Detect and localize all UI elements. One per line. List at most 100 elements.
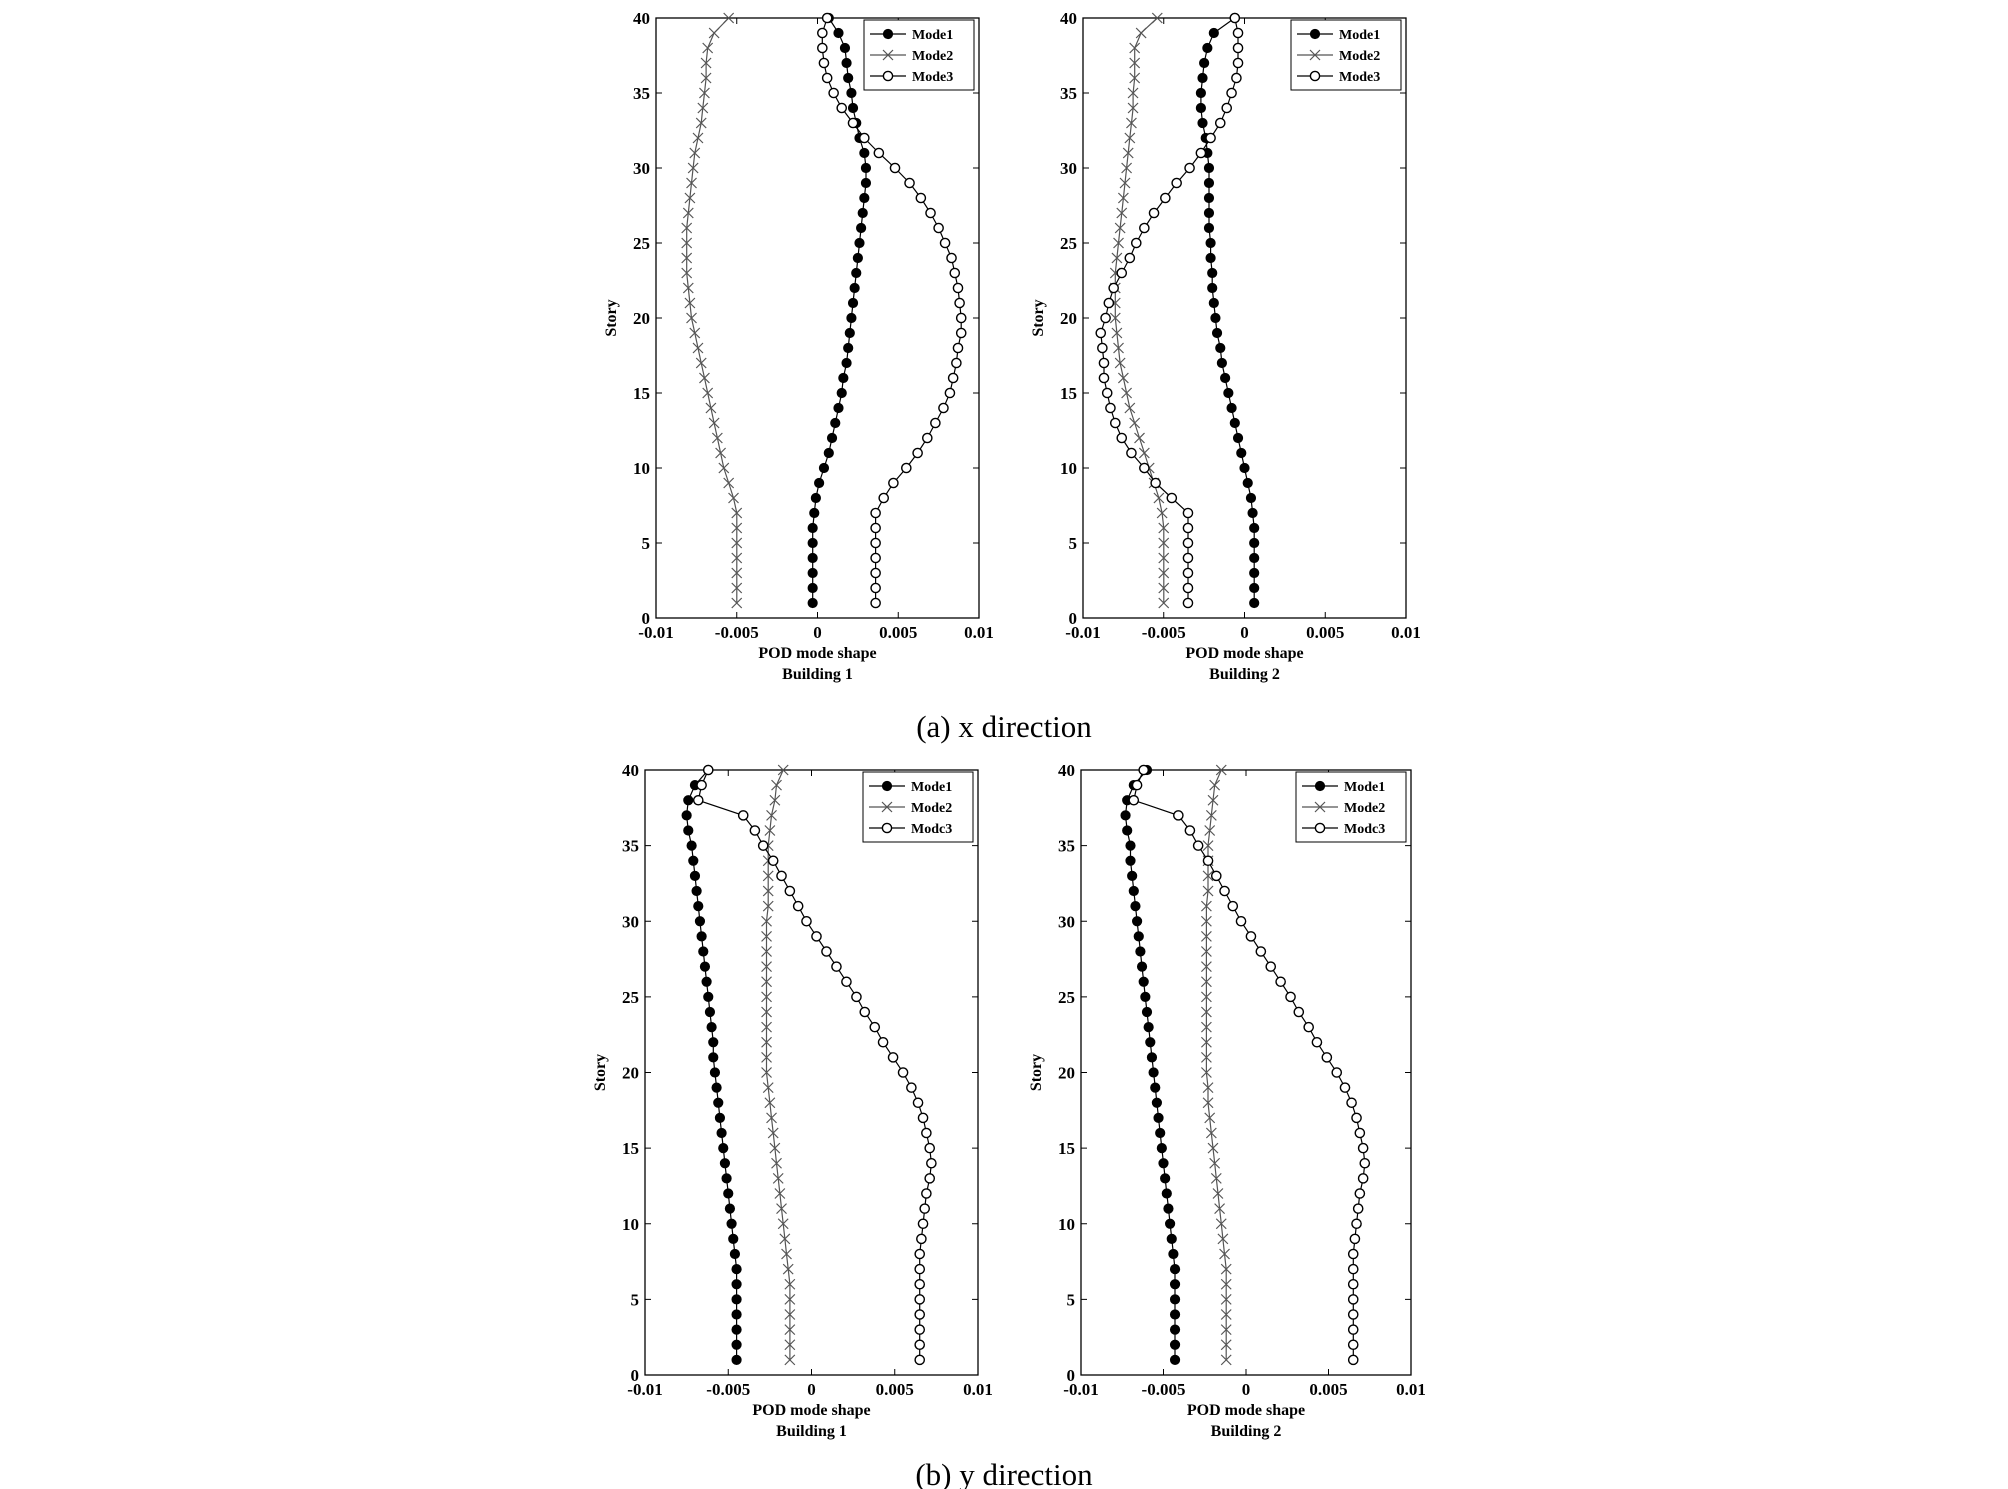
data-point: [1169, 1264, 1181, 1275]
data-point: [728, 492, 739, 504]
data-point: [684, 297, 696, 309]
y-tick-label: 40: [1060, 9, 1077, 28]
data-point: [1192, 840, 1204, 851]
data-point: [901, 462, 912, 474]
data-point: [841, 357, 852, 369]
data-point: [681, 810, 692, 821]
y-tick-label: 35: [622, 837, 639, 856]
data-point: [703, 991, 714, 1002]
legend: Mode1 Mode2 Modc3: [862, 771, 974, 843]
data-point: [1202, 1097, 1214, 1109]
data-point: [681, 252, 693, 264]
data-point: [762, 885, 774, 897]
data-point: [946, 252, 957, 264]
data-point: [1182, 582, 1194, 594]
data-point: [1146, 1052, 1158, 1063]
legend-label: Mode2: [912, 49, 953, 64]
data-point: [921, 1188, 932, 1199]
data-point: [1095, 327, 1107, 339]
y-tick-label: 20: [1058, 1064, 1075, 1083]
x-tick-label: -0.005: [715, 623, 759, 642]
data-point: [777, 764, 789, 776]
data-point: [700, 72, 712, 84]
data-point: [1105, 402, 1116, 414]
data-point: [1217, 1233, 1229, 1245]
data-point: [1158, 567, 1170, 579]
data-point: [1303, 1021, 1314, 1033]
data-point: [1111, 252, 1123, 264]
data-point: [1166, 492, 1178, 504]
y-tick-label: 0: [642, 609, 651, 628]
data-point: [1138, 447, 1150, 459]
data-point: [1202, 1082, 1214, 1094]
data-point: [1220, 1309, 1232, 1320]
data-point: [1103, 297, 1115, 309]
legend-label: Mode2: [1339, 49, 1380, 64]
data-point: [814, 477, 825, 489]
y-tick-label: 15: [1058, 1139, 1075, 1158]
data-point: [1223, 387, 1234, 399]
data-point: [925, 207, 936, 219]
data-point: [914, 1263, 926, 1275]
data-point: [833, 402, 844, 414]
data-point: [693, 901, 704, 912]
data-point: [1242, 477, 1253, 489]
data-point: [860, 177, 872, 189]
data-point: [818, 57, 830, 69]
data-point: [838, 372, 849, 384]
data-point: [729, 1248, 741, 1260]
y-tick-label: 10: [1058, 1215, 1075, 1234]
series-line: [1100, 17, 1239, 603]
x-tick-label: 0: [807, 1380, 816, 1399]
series-line: [1205, 769, 1227, 1360]
data-point: [1120, 810, 1131, 821]
data-point: [772, 1172, 784, 1184]
data-point: [784, 1354, 796, 1366]
y-tick-label: 25: [633, 234, 650, 253]
data-point: [846, 312, 857, 324]
x-axis-label: POD mode shape: [1185, 645, 1303, 662]
data-point: [781, 1248, 792, 1260]
data-point: [1249, 567, 1260, 579]
data-point: [807, 582, 818, 594]
legend: Mode1 Mode2 Mode3: [1290, 19, 1402, 91]
x-axis-label: POD mode shape: [752, 1402, 870, 1419]
data-point: [1346, 1097, 1357, 1109]
data-point: [1124, 252, 1136, 264]
data-point: [830, 417, 841, 429]
data-point: [847, 117, 859, 129]
data-point: [1141, 1006, 1153, 1018]
data-point: [1208, 27, 1219, 39]
data-point: [1148, 207, 1160, 219]
data-point: [847, 102, 859, 114]
data-point: [1151, 12, 1163, 24]
data-point: [1163, 1203, 1174, 1214]
data-point: [809, 507, 820, 519]
legend-label: Mode3: [912, 70, 953, 85]
data-point: [917, 1218, 929, 1230]
data-point: [1331, 1067, 1343, 1078]
series-mode2: [681, 12, 743, 609]
building-label: Building 1: [782, 666, 853, 683]
data-point: [1200, 991, 1212, 1003]
data-point: [1347, 1294, 1359, 1305]
data-point: [1150, 477, 1161, 489]
data-point: [696, 779, 707, 791]
data-point: [1182, 537, 1194, 549]
x-axis-label: POD mode shape: [1187, 1402, 1305, 1419]
data-point: [1121, 162, 1133, 174]
data-point: [731, 1339, 742, 1350]
x-tick-label: 0.005: [1306, 623, 1344, 642]
data-point: [1200, 976, 1212, 988]
data-point: [955, 312, 967, 324]
data-point: [821, 946, 832, 957]
legend-label: Mode1: [1339, 28, 1380, 43]
data-point: [784, 1309, 796, 1320]
x-tick-label: -0.01: [627, 1380, 662, 1399]
data-point: [947, 372, 959, 384]
data-point: [836, 102, 848, 114]
data-point: [859, 147, 870, 159]
legend-label: Mode2: [911, 801, 952, 816]
data-point: [1339, 1082, 1351, 1093]
data-point: [1347, 1248, 1359, 1260]
